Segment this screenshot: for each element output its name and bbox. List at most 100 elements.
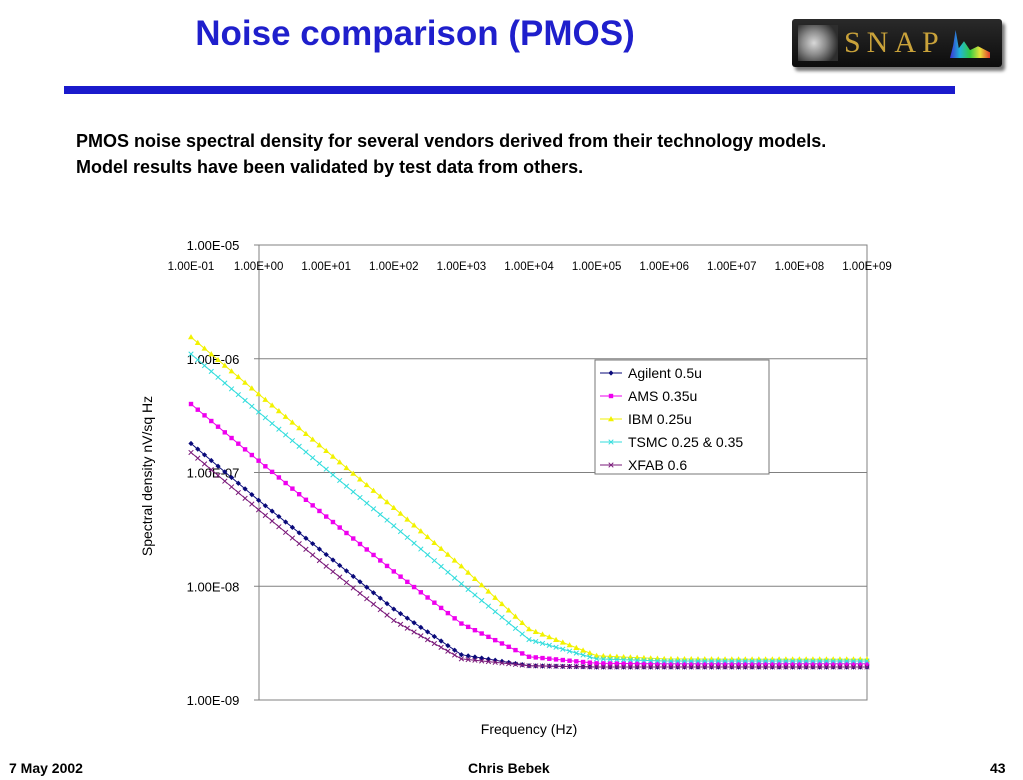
data-point — [749, 664, 755, 670]
data-point — [343, 464, 350, 471]
data-point — [452, 616, 457, 621]
data-point — [418, 590, 424, 595]
y-tick-label: 1.00E-06 — [187, 352, 240, 367]
data-point — [249, 491, 255, 498]
data-point — [343, 579, 350, 586]
data-point — [654, 664, 661, 670]
data-point — [357, 579, 363, 585]
data-point — [823, 658, 830, 664]
data-point — [195, 357, 201, 363]
data-point — [465, 586, 471, 593]
data-point — [560, 663, 566, 670]
data-point — [289, 535, 296, 541]
data-point — [864, 664, 870, 670]
slide-description: PMOS noise spectral density for several … — [76, 128, 1006, 180]
data-point — [735, 664, 742, 670]
data-point — [675, 664, 681, 670]
series-group — [188, 334, 870, 670]
data-point — [844, 658, 850, 664]
data-point — [688, 664, 694, 670]
data-point — [343, 483, 350, 489]
data-point — [810, 661, 816, 667]
data-point — [391, 569, 396, 574]
data-point — [208, 368, 214, 375]
data-point — [641, 657, 647, 664]
data-point — [228, 474, 235, 481]
data-point — [336, 459, 343, 465]
data-point — [519, 619, 526, 626]
data-point — [445, 648, 451, 654]
data-point — [350, 470, 357, 476]
data-point — [675, 661, 680, 667]
data-point — [188, 440, 194, 447]
data-point — [485, 603, 492, 609]
data-point — [337, 477, 343, 484]
data-point — [330, 472, 336, 478]
data-point — [424, 533, 431, 540]
data-point — [262, 396, 269, 402]
data-point — [451, 557, 458, 563]
data-point — [506, 659, 512, 666]
data-point — [708, 664, 715, 670]
data-point — [614, 661, 620, 666]
data-point — [648, 661, 653, 666]
data-point — [498, 600, 505, 607]
data-point — [310, 541, 316, 547]
data-point — [857, 658, 863, 664]
data-point — [323, 551, 329, 558]
data-point — [593, 664, 600, 670]
data-point — [465, 624, 471, 630]
data-point — [330, 568, 336, 575]
data-point — [377, 511, 383, 518]
data-point — [796, 658, 803, 664]
legend-label: AMS 0.35u — [628, 388, 697, 404]
data-point — [729, 661, 734, 667]
data-point — [384, 612, 390, 618]
data-point — [438, 638, 444, 644]
data-point — [397, 528, 404, 535]
data-point — [586, 650, 593, 656]
data-point — [303, 449, 309, 455]
x-tick-label: 1.00E+01 — [301, 261, 351, 273]
data-point — [438, 644, 444, 650]
data-point — [864, 658, 870, 664]
data-point — [770, 661, 775, 667]
data-point — [471, 575, 478, 581]
data-point — [194, 339, 201, 345]
data-point — [451, 575, 458, 581]
data-point — [729, 664, 735, 670]
data-point — [681, 658, 688, 664]
data-point — [242, 379, 249, 385]
data-point — [580, 664, 586, 670]
data-point — [492, 609, 498, 615]
data-point — [316, 442, 323, 448]
data-point — [215, 463, 221, 469]
data-point — [195, 446, 201, 452]
data-point — [296, 492, 302, 497]
data-point — [424, 552, 431, 558]
data-point — [837, 664, 843, 670]
data-point — [492, 659, 498, 665]
data-point — [465, 653, 471, 659]
y-tick-label: 1.00E-09 — [187, 693, 240, 708]
data-point — [662, 661, 667, 667]
data-point — [296, 443, 302, 449]
data-point — [485, 658, 492, 665]
data-point — [208, 467, 214, 473]
data-point — [310, 503, 315, 508]
data-point — [627, 657, 634, 663]
data-point — [296, 540, 302, 547]
data-point — [566, 648, 573, 654]
data-point — [188, 401, 194, 407]
data-point — [830, 658, 836, 664]
data-point — [762, 664, 769, 670]
data-point — [661, 664, 667, 670]
data-point — [789, 658, 796, 664]
data-point — [323, 466, 329, 472]
x-tick-label: 1.00E+08 — [775, 261, 825, 273]
galaxy-image — [798, 25, 838, 61]
data-point — [587, 660, 593, 665]
data-point — [722, 664, 728, 670]
data-point — [837, 658, 843, 664]
data-point — [329, 453, 336, 459]
